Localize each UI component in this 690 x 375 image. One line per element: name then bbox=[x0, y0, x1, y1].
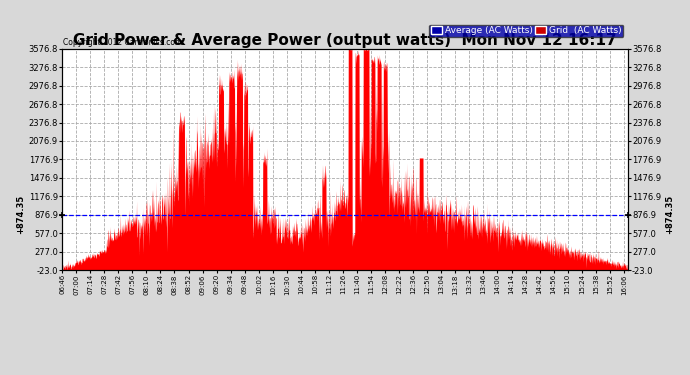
Text: +874.35: +874.35 bbox=[17, 195, 26, 234]
Title: Grid Power & Average Power (output watts)  Mon Nov 12 16:17: Grid Power & Average Power (output watts… bbox=[73, 33, 617, 48]
Text: Copyright 2012 Cartronics.com: Copyright 2012 Cartronics.com bbox=[63, 38, 182, 46]
Legend: Average (AC Watts), Grid  (AC Watts): Average (AC Watts), Grid (AC Watts) bbox=[429, 24, 623, 37]
Text: +874.35: +874.35 bbox=[664, 195, 673, 234]
